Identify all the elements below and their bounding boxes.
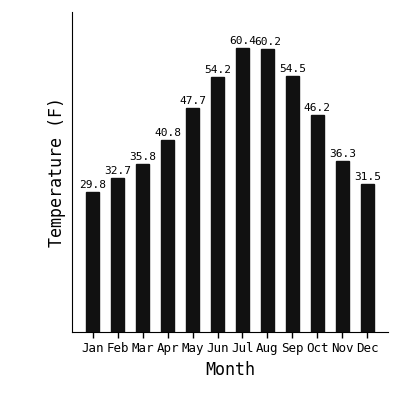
- X-axis label: Month: Month: [205, 361, 255, 379]
- Text: 47.7: 47.7: [179, 96, 206, 106]
- Text: 35.8: 35.8: [129, 152, 156, 162]
- Bar: [86, 192, 99, 332]
- Text: 54.5: 54.5: [279, 64, 306, 74]
- Text: 29.8: 29.8: [79, 180, 106, 190]
- Bar: [336, 161, 349, 332]
- Bar: [211, 77, 224, 332]
- Bar: [236, 48, 249, 332]
- Text: 60.4: 60.4: [229, 36, 256, 46]
- Bar: [161, 140, 174, 332]
- Text: 36.3: 36.3: [329, 149, 356, 159]
- Text: 31.5: 31.5: [354, 172, 381, 182]
- Bar: [286, 76, 299, 332]
- Bar: [136, 164, 149, 332]
- Bar: [111, 178, 124, 332]
- Text: 46.2: 46.2: [304, 103, 331, 113]
- Text: 40.8: 40.8: [154, 128, 181, 138]
- Bar: [311, 114, 324, 332]
- Text: 60.2: 60.2: [254, 37, 281, 47]
- Text: 32.7: 32.7: [104, 166, 131, 176]
- Y-axis label: Temperature (F): Temperature (F): [48, 97, 66, 247]
- Bar: [186, 108, 199, 332]
- Bar: [261, 49, 274, 332]
- Bar: [361, 184, 374, 332]
- Text: 54.2: 54.2: [204, 65, 231, 75]
